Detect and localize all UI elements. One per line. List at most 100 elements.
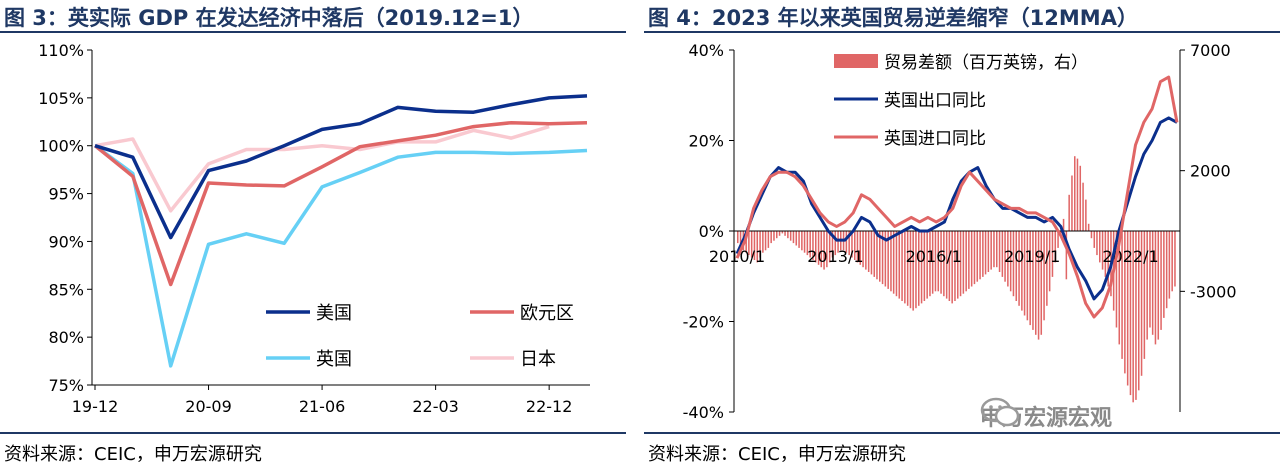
trade-balance-bar xyxy=(1096,231,1098,256)
trade-balance-bar xyxy=(870,231,873,275)
trade-balance-bar xyxy=(1046,231,1048,306)
trade-balance-bar xyxy=(828,231,831,263)
trade-balance-bar xyxy=(904,231,906,304)
trade-balance-bar xyxy=(1068,194,1070,231)
trade-balance-bar xyxy=(926,231,928,299)
title-rule xyxy=(0,31,626,33)
trade-balance-bar xyxy=(1168,231,1171,299)
trade-balance-bar xyxy=(887,231,889,289)
trade-balance-bar xyxy=(1085,199,1087,231)
trade-balance-bar xyxy=(929,231,931,297)
trade-balance-bar xyxy=(762,231,764,253)
trade-balance-bar xyxy=(806,231,809,256)
chart-title: 图 4：2023 年以来英国贸易逆差缩窄（12MMA） xyxy=(648,6,1138,30)
trade-balance-bar xyxy=(1115,231,1118,328)
x-tick-label: 21-06 xyxy=(299,397,346,416)
trade-balance-bar xyxy=(1029,231,1031,326)
trade-balance-bar xyxy=(759,231,761,258)
trade-balance-bar xyxy=(993,231,995,268)
trade-balance-bar xyxy=(915,231,917,309)
trade-balance-bar xyxy=(856,231,859,263)
trade-balance-bar xyxy=(773,231,775,241)
trade-balance-bar xyxy=(1007,231,1009,287)
trade-balance-bar xyxy=(748,231,750,256)
y-tick-label: 90% xyxy=(48,232,84,251)
trade-balance-bar xyxy=(1124,231,1126,374)
trade-balance-bar xyxy=(1146,231,1148,340)
trade-balance-bar xyxy=(1138,231,1140,391)
trade-balance-bar xyxy=(954,231,956,301)
series-line-0 xyxy=(94,94,588,240)
trade-balance-bar xyxy=(982,231,984,277)
trade-balance-bar xyxy=(770,231,772,244)
trade-balance-bar xyxy=(1079,165,1082,231)
trade-balance-bar xyxy=(815,231,817,263)
left-y-tick-label: -20% xyxy=(683,313,724,332)
trade-balance-bar xyxy=(1151,231,1154,335)
trade-balance-bar xyxy=(837,231,839,253)
trade-balance-bar xyxy=(798,231,800,248)
trade-balance-bar xyxy=(1140,231,1143,376)
trade-balance-bar xyxy=(1037,231,1040,340)
trade-balance-bar xyxy=(776,231,778,239)
trade-balance-bar xyxy=(854,231,856,260)
trade-balance-bar xyxy=(1160,231,1162,330)
trade-balance-bar xyxy=(789,231,792,241)
trade-balance-bar xyxy=(803,231,806,253)
trade-balance-bar xyxy=(1021,231,1023,311)
trade-balance-bar xyxy=(767,231,770,248)
series-line-3 xyxy=(94,124,550,213)
left-y-tick-label: 40% xyxy=(688,41,724,60)
trade-balance-bar xyxy=(739,231,742,248)
trade-balance-bar xyxy=(979,231,981,280)
trade-balance-bar xyxy=(1118,231,1121,345)
y-tick-label: 85% xyxy=(48,280,84,299)
y-tick-label: 110% xyxy=(38,41,84,60)
trade-balance-bar xyxy=(918,231,920,306)
trade-balance-bar xyxy=(1062,218,1065,231)
source-note: 资料来源：CEIC，申万宏源研究 xyxy=(4,444,262,465)
trade-balance-bar xyxy=(826,231,828,268)
gdp-line-chart: 75% 80% 85% 90% 95% 100% 105% 110% 19-12 20-09 21-… xyxy=(38,41,590,416)
trade-balance-bar xyxy=(876,231,878,280)
trade-balance-bar xyxy=(976,231,979,282)
trade-balance-bar xyxy=(1171,231,1173,292)
trade-balance-bar xyxy=(1099,231,1101,263)
trade-balance-bar xyxy=(1107,231,1109,287)
trade-balance-bar xyxy=(1082,182,1084,231)
chart-title: 图 3：英实际 GDP 在发达经济中落后（2019.12=1） xyxy=(4,6,534,30)
right-chart-panel: 图 4：2023 年以来英国贸易逆差缩窄（12MMA） -40% -20% 0% 20… xyxy=(644,0,1280,473)
trade-balance-bar xyxy=(867,231,870,272)
trade-balance-bar xyxy=(1040,231,1043,335)
trade-balance-bar xyxy=(1009,231,1012,292)
trade-balance-bar xyxy=(1054,231,1057,263)
source-note: 资料来源：CEIC，申万宏源研究 xyxy=(648,444,906,465)
trade-balance-bar xyxy=(1015,231,1018,301)
title-rule xyxy=(644,31,1280,33)
trade-balance-bar xyxy=(881,231,884,285)
trade-balance-bar xyxy=(943,231,945,297)
trade-balance-bar xyxy=(996,231,998,268)
trade-balance-bar xyxy=(1057,231,1059,248)
trade-balance-bar xyxy=(1001,231,1004,277)
trade-balance-bar xyxy=(968,231,970,289)
y-tick-label: 75% xyxy=(48,376,84,395)
trade-balance-bar xyxy=(1090,231,1093,239)
trade-balance-bar xyxy=(1126,231,1129,386)
trade-balance-bar xyxy=(912,231,914,311)
trade-balance-bar xyxy=(1032,231,1034,330)
trade-balance-bar xyxy=(792,231,795,244)
trade-balance-bar xyxy=(845,231,848,253)
y-tick-label: 100% xyxy=(38,137,84,156)
left-y-tick-label: 20% xyxy=(688,132,724,151)
legend-label: 英国进口同比 xyxy=(884,129,986,149)
trade-balance-bar xyxy=(1026,231,1029,321)
trade-balance-bar xyxy=(1043,231,1045,321)
trade-balance-bar xyxy=(778,231,781,236)
trade-balance-bar xyxy=(998,231,1001,272)
left-chart-panel: 图 3：英实际 GDP 在发达经济中落后（2019.12=1） 75% 80% 85… xyxy=(0,0,626,473)
trade-balance-bar xyxy=(862,231,864,268)
x-tick-label: 19-12 xyxy=(72,397,119,416)
trade-balance-bar xyxy=(781,231,784,234)
